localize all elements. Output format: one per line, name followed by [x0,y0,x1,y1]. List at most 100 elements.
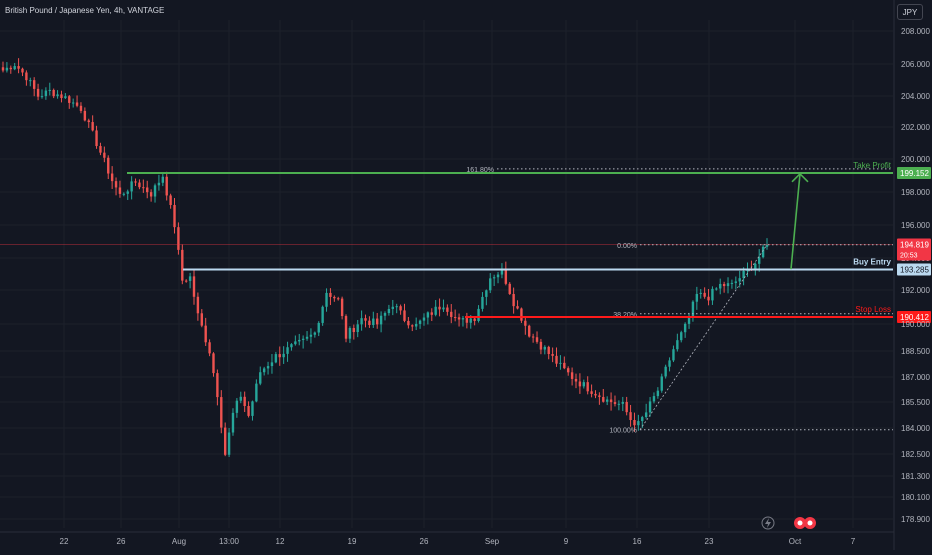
candle-body [192,276,196,297]
candle-body [161,176,165,183]
stop-loss-price: 190.412 [900,313,929,322]
candle-up [48,82,51,96]
candle-up [64,93,67,100]
candle-body [255,383,258,402]
candle-down [609,392,613,411]
grid [0,30,893,520]
candle-body [340,298,344,317]
candle-down [17,58,20,74]
candle-body [391,306,394,309]
candle-body [110,173,114,182]
candle-body [742,270,745,279]
candle-up [259,366,262,386]
candle-up [130,176,133,200]
y-tick-label: 196.000 [901,221,930,230]
candle-body [313,332,317,335]
candle-body [434,306,437,315]
candle-down [535,331,539,344]
y-tick-label: 181.300 [901,472,930,481]
candle-down [118,180,122,198]
candle-up [379,311,383,333]
candle-down [95,125,98,149]
y-tick-label: 178.900 [901,515,930,524]
candle-down [602,389,605,403]
candle-down [146,180,149,199]
candle-body [52,89,55,97]
candle-down [243,391,246,413]
candle-body [469,318,472,323]
candle-down [570,367,574,386]
candle-body [235,400,239,413]
candle-body [734,281,738,283]
candle-down [91,115,94,132]
candle-up [126,189,129,201]
candle-body [578,381,582,387]
lightning-icon[interactable] [761,516,775,530]
current-price-countdown: 20:53 [900,252,918,259]
candle-body [672,349,675,361]
candle-up [153,183,157,203]
candle-down [453,309,457,322]
candle-up [282,346,285,364]
candle-down [25,70,28,86]
candle-body [204,325,207,343]
candle-up [621,396,624,412]
event-marker-icon[interactable] [794,517,816,529]
candle-body [446,307,449,312]
fib-level-label: 161.80% [466,167,494,174]
currency-selector[interactable]: JPY [897,4,923,20]
x-tick-label: 26 [420,537,429,546]
candle-body [200,313,203,326]
candle-up [251,400,254,421]
candle-body [586,382,589,392]
candle-body [294,341,297,345]
candle-up [664,364,667,379]
candle-up [5,62,9,73]
candle-up [477,305,480,323]
candle-down [36,83,40,101]
candle-body [243,396,246,407]
candle-up [605,396,609,406]
candle-up [711,286,714,305]
x-tick-label: 16 [633,537,642,546]
candle-down [512,287,515,314]
target-arrow-head [791,172,809,183]
candle-body [570,372,574,379]
candle-body [399,306,402,311]
candle-body [185,280,188,282]
y-tick-label: 187.000 [901,373,930,382]
candle-up [372,311,375,328]
candle-body [317,322,320,333]
x-tick-label: Aug [172,537,186,546]
candle-body [231,412,235,433]
candle-down [465,312,469,329]
candle-body [609,399,613,403]
candle-body [79,105,83,111]
candle-body [165,176,168,196]
candle-body [270,362,274,367]
candle-body [364,318,367,321]
candle-body [251,401,254,416]
candle-body [17,66,20,69]
candle-body [356,324,359,333]
stop-loss-price-tag [897,310,931,323]
candle-body [758,257,761,264]
candle-body [637,421,640,426]
candle-body [407,320,410,326]
candle-body [68,96,71,103]
chart-title: British Pound / Japanese Yen, 4h, VANTAG… [5,6,165,15]
candle-down [364,314,367,328]
candle-up [687,312,691,329]
candle-up [559,355,562,370]
candle-up [644,403,648,419]
candle-down [220,390,223,434]
candle-up [680,330,683,343]
y-tick-label: 190.000 [901,320,930,329]
candle-up [301,335,305,349]
y-tick-label: 208.000 [901,27,930,36]
candle-down [430,308,433,322]
candle-body [559,362,562,364]
candle-body [282,353,285,358]
